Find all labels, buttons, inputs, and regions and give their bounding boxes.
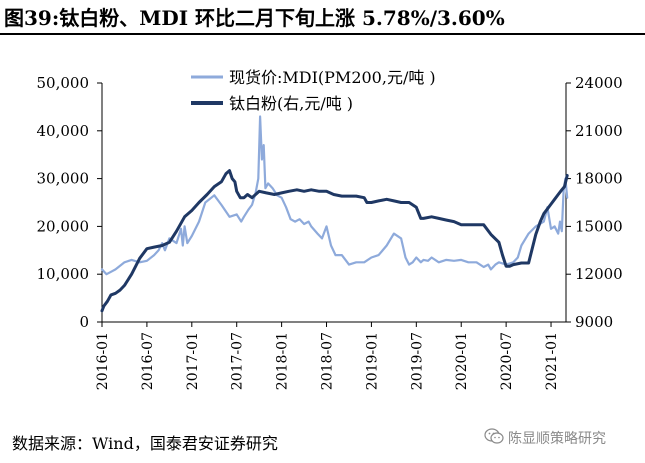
chart-series xyxy=(100,115,569,313)
x-tick-label: 2020-07 xyxy=(499,332,515,390)
y-left-tick-label: 30,000 xyxy=(37,170,90,188)
y-right-tick-label: 15000 xyxy=(575,217,623,235)
series-line-mdi xyxy=(100,115,569,276)
x-tick-label: 2021-01 xyxy=(544,332,560,390)
watermark: 陈显顺策略研究 xyxy=(484,427,606,449)
chart-legend: 现货价:MDI(PM200,元/吨 ) 钛白粉(右,元/吨 ) xyxy=(191,68,436,113)
y-right-tick-label: 18000 xyxy=(575,170,623,188)
x-tick-label: 2017-01 xyxy=(185,332,201,390)
source-note: 数据来源：Wind，国泰君安证券研究 xyxy=(12,434,278,453)
y-left-tick-label: 0 xyxy=(79,313,89,331)
series-line-tio2 xyxy=(100,169,569,313)
x-tick-label: 2019-01 xyxy=(364,332,380,390)
x-tick-label: 2018-07 xyxy=(320,332,336,390)
wechat-icon xyxy=(484,427,504,449)
y-right-tick-label: 9000 xyxy=(575,313,613,331)
chart-axes: 0 10,000 20,000 30,000 40,000 50,000 9000 12000… xyxy=(37,74,623,390)
y-left-tick-label: 50,000 xyxy=(37,74,90,92)
x-tick-label: 2018-01 xyxy=(275,332,291,390)
y-left-tick-label: 10,000 xyxy=(37,265,90,283)
watermark-text: 陈显顺策略研究 xyxy=(508,431,606,447)
x-tick-label: 2016-01 xyxy=(95,332,111,390)
y-left-tick-label: 20,000 xyxy=(37,217,90,235)
y-right-tick-label: 24000 xyxy=(575,74,623,92)
title-divider xyxy=(0,33,645,35)
chart-title: 图39:钛白粉、MDI 环比二月下旬上涨 5.78%/3.60% xyxy=(4,6,505,30)
x-tick-label: 2017-07 xyxy=(230,332,246,390)
x-tick-label: 2020-01 xyxy=(454,332,470,390)
legend-label-mdi: 现货价:MDI(PM200,元/吨 ) xyxy=(229,68,436,87)
y-right-tick-label: 12000 xyxy=(575,265,623,283)
y-left-tick-label: 40,000 xyxy=(37,122,90,140)
x-tick-label: 2016-07 xyxy=(140,332,156,390)
x-tick-label: 2019-07 xyxy=(409,332,425,390)
y-right-tick-label: 21000 xyxy=(575,122,623,140)
legend-label-tio2: 钛白粉(右,元/吨 ) xyxy=(229,94,353,113)
